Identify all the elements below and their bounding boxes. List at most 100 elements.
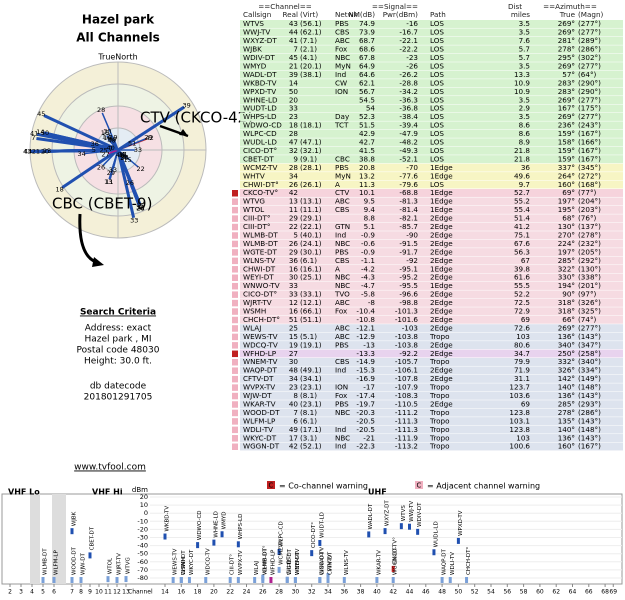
cell: 38.8 xyxy=(359,154,375,163)
cell: 73.9 xyxy=(359,28,375,37)
cell: (23.1) xyxy=(300,399,322,408)
x-tick-label: 28 xyxy=(275,589,283,596)
cell: LOS xyxy=(430,129,444,138)
row-bg xyxy=(240,408,623,417)
spoke-label: 18 xyxy=(56,185,64,193)
x-tick-label: 26 xyxy=(259,589,267,596)
spoke-label: 30 xyxy=(103,128,111,136)
row-bg xyxy=(240,239,623,248)
cell: CTV xyxy=(335,188,349,197)
cell: WFHD-LP xyxy=(243,349,277,358)
cell: -20.5 xyxy=(356,425,375,434)
signal-bar xyxy=(416,528,420,535)
signal-bar xyxy=(391,565,395,572)
signal-label: CICO-DT° xyxy=(319,549,325,575)
cell: (277°) xyxy=(578,28,601,37)
cell: CICO-DT° xyxy=(243,290,277,299)
cell: 36 xyxy=(289,256,299,265)
cell: 10.1 xyxy=(359,188,375,197)
cell: 49 xyxy=(289,425,299,434)
row-bg xyxy=(240,20,623,28)
cell: -22.3 xyxy=(356,442,375,451)
row-bg xyxy=(240,112,623,121)
cell: 21.8 xyxy=(514,146,530,155)
cell: 55.5 xyxy=(514,281,530,290)
link[interactable]: www.tvfool.com xyxy=(74,463,146,473)
cell: 1Edge xyxy=(430,188,453,197)
row-bg xyxy=(240,391,623,400)
cell: 79.9 xyxy=(514,357,530,366)
x-tick-label: 60 xyxy=(536,589,544,596)
signal-bar xyxy=(220,531,224,538)
cell: CBC xyxy=(335,154,350,163)
cell: 269° xyxy=(558,61,575,70)
cell: WTOL xyxy=(243,205,264,214)
signal-label: WLFM-LP xyxy=(54,550,60,575)
cell: (19.1) xyxy=(300,340,322,349)
cell: 318° xyxy=(558,298,575,307)
cell: (38.1) xyxy=(300,70,322,79)
cell: WWJ-TV xyxy=(243,28,270,37)
cell: -47.9 xyxy=(399,129,418,138)
spoke-label: 16 xyxy=(103,134,111,142)
cell: (289°) xyxy=(578,36,601,45)
cell: 33 xyxy=(289,281,298,290)
cell: 42.7 xyxy=(359,138,375,147)
cell: 2Edge xyxy=(430,298,453,307)
cell: 136° xyxy=(558,332,575,341)
cell: Ind xyxy=(335,70,346,79)
spoke-label: 42 xyxy=(116,151,124,159)
row-bg xyxy=(240,189,623,197)
cell: WOOD-DT xyxy=(243,408,280,417)
warn-icon xyxy=(232,316,238,324)
cell: CIII-DT° xyxy=(243,222,271,231)
cell: WLAJ xyxy=(243,323,261,332)
cell: LOS xyxy=(430,36,444,45)
signal-bar xyxy=(318,577,322,583)
cell: 2Edge xyxy=(430,366,453,375)
spoke-label: 49 xyxy=(118,151,126,159)
cell: -68.8 xyxy=(399,188,418,197)
cell: -79.6 xyxy=(399,180,418,189)
cell: CBET-DT xyxy=(243,154,274,163)
cell: 15 xyxy=(289,332,298,341)
cell: 2Edge xyxy=(430,239,453,248)
cell: WEWS-TV xyxy=(243,332,278,341)
group-header: ==Signal== xyxy=(372,2,418,11)
signal-label: WEWS-TV xyxy=(173,548,179,575)
cell: ION xyxy=(335,87,348,96)
cell: 8 xyxy=(293,391,298,400)
cell: 269° xyxy=(558,112,575,121)
cell: 72.6 xyxy=(514,323,530,332)
cell: -23 xyxy=(406,53,418,62)
warn-icon xyxy=(232,299,238,307)
cell: (137°) xyxy=(578,222,601,231)
cell: (167°) xyxy=(578,442,601,451)
row-bg xyxy=(240,163,623,172)
cell: 12 xyxy=(289,298,298,307)
cell: -85.7 xyxy=(399,222,418,231)
x-tick-label: 12 xyxy=(113,589,121,596)
arrow xyxy=(78,213,97,264)
signal-label: WLMB-DT xyxy=(43,548,49,575)
x-tick-label: 9 xyxy=(88,589,92,596)
cell: CBS xyxy=(335,256,350,265)
cell: (143°) xyxy=(578,433,601,442)
spoke-label: 44 xyxy=(24,148,32,156)
signal-label: WDLI-TV xyxy=(450,552,456,575)
cell: Tropo xyxy=(429,383,450,392)
x-tick-label: 8 xyxy=(79,589,83,596)
signal-label: WCMZ-TV xyxy=(279,538,285,565)
cell: 52.2 xyxy=(514,290,530,299)
spoke xyxy=(43,114,119,152)
cell: (5.1) xyxy=(300,332,317,341)
signal-label: CIII-DT° xyxy=(287,553,293,574)
signal-bar xyxy=(79,577,83,583)
cell: WLMB-DT xyxy=(243,239,278,248)
cell: (148°) xyxy=(578,425,601,434)
signal-label: CHWI-DT xyxy=(181,550,187,575)
cell: (23.1) xyxy=(300,383,322,392)
cell: A xyxy=(335,180,340,189)
x-label: Channel xyxy=(128,589,153,596)
spoke-label: 45 xyxy=(37,110,45,118)
